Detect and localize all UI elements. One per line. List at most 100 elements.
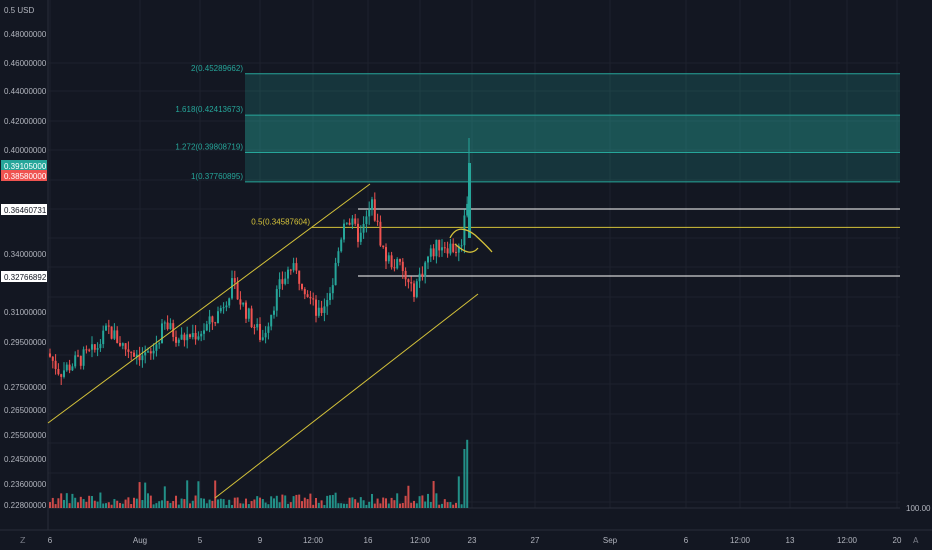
volume-bar xyxy=(396,493,399,508)
candle-body xyxy=(267,326,270,333)
volume-bar xyxy=(435,493,438,508)
volume-bar xyxy=(281,494,284,508)
candle-body xyxy=(228,298,231,306)
volume-bar xyxy=(432,481,435,508)
volume-bar xyxy=(211,500,214,508)
candle-body xyxy=(102,330,105,345)
volume-bar xyxy=(54,504,57,508)
volume-bar xyxy=(379,503,382,508)
candle-body xyxy=(345,222,348,224)
price-axis-title: 0.5 USD xyxy=(4,6,34,15)
volume-bar xyxy=(404,495,407,508)
volume-bar xyxy=(284,495,287,508)
candle-body xyxy=(144,352,147,356)
volume-bar xyxy=(225,504,228,508)
candle-body xyxy=(236,282,239,300)
candle-body xyxy=(365,216,368,225)
candle-body xyxy=(393,267,396,269)
candle-body xyxy=(306,294,309,297)
volume-bar xyxy=(443,499,446,508)
volume-bar xyxy=(371,493,373,508)
candle-body xyxy=(107,325,110,327)
price-tick-label: 0.44000000 xyxy=(4,87,47,96)
candle-body xyxy=(155,344,158,351)
volume-bar xyxy=(208,499,211,508)
volume-bar xyxy=(407,485,410,508)
candle-body xyxy=(121,343,124,346)
candle-body xyxy=(82,349,85,366)
candle-body xyxy=(208,316,211,325)
candle-body xyxy=(323,306,326,313)
time-tick-label: 12:00 xyxy=(303,536,324,545)
fib-label: 1.272(0.39808719) xyxy=(175,142,243,151)
candle-body xyxy=(141,355,144,361)
volume-bar xyxy=(113,499,116,508)
price-tick-label: 0.48000000 xyxy=(4,30,47,39)
candle-body xyxy=(468,163,471,238)
candle-body xyxy=(315,299,317,316)
time-tick-label: Sep xyxy=(603,536,618,545)
volume-bar xyxy=(172,501,175,508)
volume-bar xyxy=(303,497,306,508)
volume-bar xyxy=(49,502,51,508)
volume-bar xyxy=(329,495,331,508)
candle-body xyxy=(88,349,91,351)
volume-bar xyxy=(463,449,466,508)
candle-body xyxy=(435,239,438,257)
candle-body xyxy=(312,298,315,300)
candle-body xyxy=(354,218,357,224)
volume-bar xyxy=(177,504,180,508)
candle-body xyxy=(77,355,79,357)
candle-body xyxy=(273,310,275,315)
candle-body xyxy=(189,334,191,338)
candle-body xyxy=(348,222,351,225)
candle-body xyxy=(443,247,446,249)
volume-bar xyxy=(147,493,149,508)
volume-bar xyxy=(357,502,359,508)
volume-bar xyxy=(166,500,169,508)
price-badge xyxy=(1,271,47,282)
volume-bar xyxy=(77,502,79,508)
candle-body xyxy=(124,343,127,350)
circle-annotation xyxy=(449,228,493,253)
price-tick-label: 0.23600000 xyxy=(4,480,47,489)
candle-body xyxy=(99,344,102,349)
volume-bar xyxy=(306,499,309,508)
price-tick-label: 0.26500000 xyxy=(4,406,47,415)
auto-scale-icon[interactable]: A xyxy=(913,536,919,545)
candle-body xyxy=(169,323,172,330)
candle-body xyxy=(351,218,354,225)
volume-bar xyxy=(390,497,393,508)
volume-bar xyxy=(247,504,250,508)
volume-bar xyxy=(105,503,107,508)
candle-body xyxy=(177,339,180,343)
candle-body xyxy=(231,278,233,299)
timezone-icon[interactable]: Z xyxy=(20,536,26,545)
volume-bar xyxy=(110,504,113,508)
candle-body xyxy=(57,368,60,375)
volume-bar xyxy=(222,499,225,508)
candle-body xyxy=(68,364,71,371)
time-tick-label: 6 xyxy=(684,536,689,545)
candle-body xyxy=(441,247,443,251)
volume-bar xyxy=(373,503,376,508)
candle-body xyxy=(256,324,259,328)
volume-bar xyxy=(401,502,404,508)
candle-body xyxy=(105,325,107,331)
volume-bar xyxy=(449,502,452,508)
candle-body xyxy=(371,199,373,210)
volume-bar xyxy=(155,503,158,508)
candle-body xyxy=(432,248,435,257)
candle-body xyxy=(373,199,376,221)
candle-body xyxy=(175,336,177,343)
candle-body xyxy=(281,279,284,284)
candle-body xyxy=(152,350,155,354)
candle-body xyxy=(466,203,469,216)
candle-body xyxy=(457,245,460,253)
candle-body xyxy=(91,344,93,350)
candle-body xyxy=(410,282,413,284)
time-tick-label: 12:00 xyxy=(730,536,751,545)
volume-bar xyxy=(219,498,222,508)
